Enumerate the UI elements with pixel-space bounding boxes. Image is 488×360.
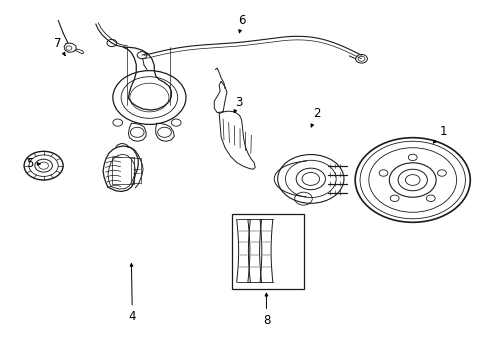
Bar [131, 158, 141, 183]
Text: 1: 1 [432, 125, 447, 143]
Text: 8: 8 [262, 293, 269, 327]
Bar [112, 157, 134, 184]
Text: 3: 3 [234, 96, 242, 113]
Text: 6: 6 [238, 14, 245, 33]
Bar [232, 214, 304, 289]
Text: 5: 5 [26, 157, 40, 170]
Text: 7: 7 [54, 37, 65, 55]
Text: 4: 4 [128, 264, 136, 324]
Text: 2: 2 [310, 107, 320, 127]
